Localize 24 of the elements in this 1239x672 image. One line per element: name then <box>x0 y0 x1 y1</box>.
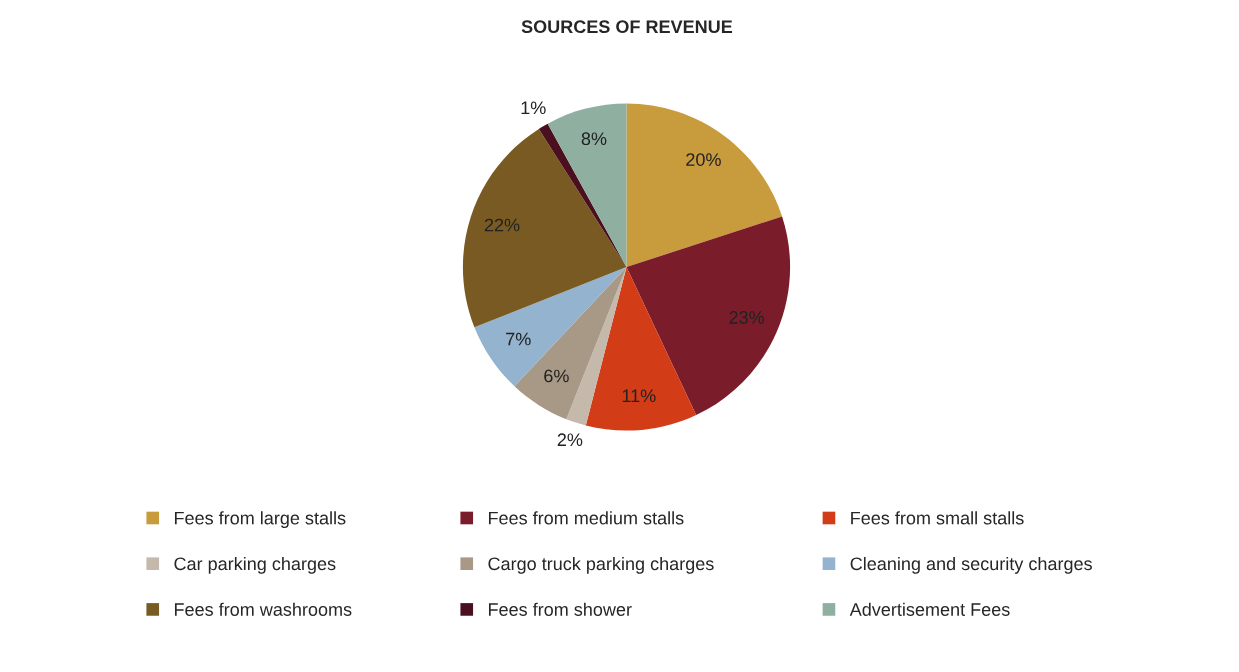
legend-label: Fees from small stalls <box>851 511 1024 525</box>
legend-label: Fees from medium stalls <box>488 511 684 525</box>
pie-slice <box>626 103 783 268</box>
legend-label: Cargo truck parking charges <box>488 556 714 574</box>
legend-label: Advertisement Fees <box>849 602 1010 616</box>
legend-label: Cleaning and security charges <box>850 556 1092 574</box>
data-label: 1% <box>521 101 546 115</box>
pie-slice <box>462 128 627 328</box>
legend-label: Fees from washrooms <box>174 602 352 616</box>
data-label: 20% <box>686 153 721 166</box>
chart-title: SOURCES OF REVENUE <box>521 20 733 34</box>
pie-slice <box>585 267 697 431</box>
legend-label: Fees from large stalls <box>174 511 346 529</box>
data-label: 2% <box>557 433 583 447</box>
legend-label: Fees from shower <box>488 602 632 616</box>
pie-slice <box>474 267 627 387</box>
data-label: 11% <box>622 389 656 403</box>
pie-slice <box>547 103 627 268</box>
data-label: 8% <box>581 132 607 146</box>
data-label: 22% <box>484 218 520 232</box>
legend-label: Car parking charges <box>174 556 336 574</box>
data-label: 23% <box>729 311 765 324</box>
data-label: 6% <box>544 369 569 383</box>
data-label: 7% <box>506 332 531 346</box>
